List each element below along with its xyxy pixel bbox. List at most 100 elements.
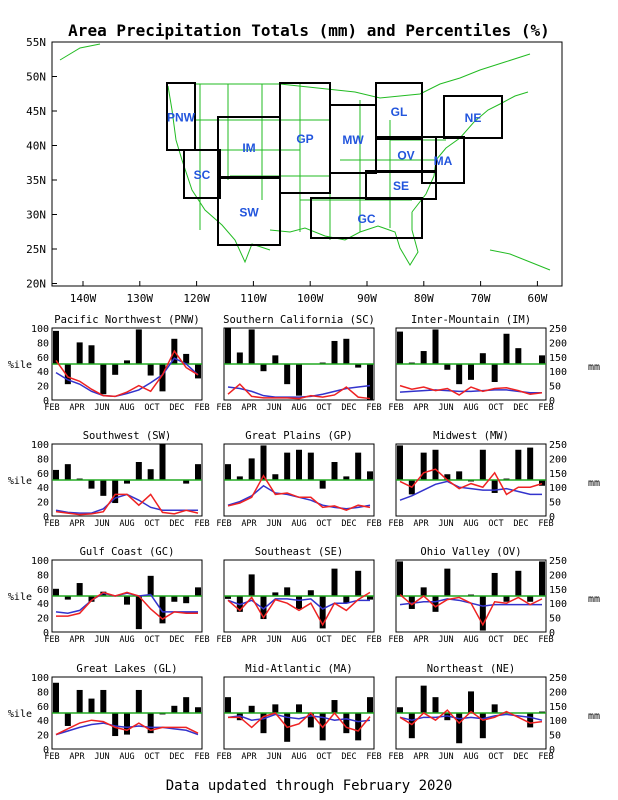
bar: [236, 352, 243, 364]
panel-title: Northeast (NE): [427, 663, 516, 675]
panel-5: Midwest (MW) 0 50 100 150 200 250 mm FEB APR JUN AU…: [388, 430, 600, 529]
right-axis-label: mm: [588, 594, 600, 605]
bar: [112, 364, 119, 375]
x-tick-label: APR: [413, 635, 429, 645]
percentile-line: [399, 713, 543, 721]
bar: [284, 587, 291, 596]
x-tick-label: FEB: [216, 519, 231, 529]
right-tick-label: 200: [549, 570, 567, 581]
lat-tick-label: 25N: [26, 243, 46, 256]
percentile-line: [55, 493, 198, 514]
bar: [272, 474, 279, 480]
bar: [124, 596, 130, 605]
lat-tick-label: 35N: [26, 174, 46, 187]
bar: [147, 575, 154, 596]
bar: [272, 355, 279, 364]
bar: [539, 561, 545, 596]
bar: [479, 353, 486, 364]
region-boxes: [166, 82, 503, 246]
boundary-line: [195, 53, 531, 99]
x-tick-label: FEB: [366, 635, 381, 645]
left-tick-label: 100: [31, 324, 49, 335]
x-tick-label: JUN: [266, 403, 281, 413]
bar: [420, 587, 427, 596]
right-tick-label: 150: [549, 469, 567, 480]
bar: [331, 700, 338, 713]
bar: [147, 364, 154, 376]
lat-tick-label: 50N: [26, 71, 46, 84]
x-tick-label: FEB: [366, 403, 381, 413]
panel-4: Great Plains (GP) FEB APR JUN AUG OCT DEC FEB: [216, 430, 381, 529]
x-tick-label: AUG: [463, 752, 478, 762]
region-box-gc: [310, 197, 423, 239]
bar: [260, 596, 267, 620]
bar: [159, 444, 166, 480]
lon-tick-label: 80W: [414, 292, 434, 305]
left-tick-label: 60: [37, 469, 49, 480]
x-tick-label: APR: [241, 635, 257, 645]
x-tick-label: FEB: [366, 752, 381, 762]
x-tick-label: AUG: [291, 519, 306, 529]
bar: [225, 596, 231, 599]
x-tick-label: OCT: [144, 519, 159, 529]
right-tick-label: 250: [549, 324, 567, 335]
bar: [124, 480, 130, 484]
bar: [527, 713, 534, 728]
bar: [88, 596, 95, 602]
bar: [307, 452, 314, 480]
bar: [76, 583, 83, 596]
percentile-line: [55, 357, 199, 398]
x-tick-label: FEB: [44, 752, 59, 762]
bar: [248, 329, 255, 364]
bar: [343, 596, 350, 604]
bar: [331, 568, 338, 596]
lon-tick-label: 120W: [183, 292, 210, 305]
region-panels: Pacific Northwest (PNW) 0 20 40 60 80 100 %ile F…: [8, 314, 600, 762]
bar: [248, 705, 255, 713]
bar: [183, 480, 190, 484]
bar: [319, 480, 326, 489]
panel-6: Gulf Coast (GC) 0 20 40 60 80 100 %ile FEB APR JUN…: [8, 546, 210, 645]
bar: [397, 561, 403, 596]
region-label-mw: MW: [342, 133, 364, 147]
right-tick-label: 0: [549, 745, 555, 756]
x-tick-label: OCT: [488, 752, 503, 762]
x-tick-label: OCT: [144, 635, 159, 645]
lat-tick-label: 40N: [26, 140, 46, 153]
x-tick-label: JUN: [94, 752, 109, 762]
x-tick-label: FEB: [388, 635, 403, 645]
percentile-line: [399, 480, 542, 501]
bar: [159, 596, 166, 624]
panel-11: Northeast (NE) 0 50 100 150 200 250 mm FEB APR JUN…: [388, 663, 600, 762]
bar: [343, 338, 350, 364]
total-line: [55, 493, 199, 516]
bar: [432, 596, 439, 612]
right-tick-label: 100: [549, 599, 567, 610]
bar: [53, 588, 59, 596]
left-tick-label: 60: [37, 353, 49, 364]
x-tick-label: DEC: [513, 635, 528, 645]
x-tick-label: APR: [69, 752, 85, 762]
x-tick-label: OCT: [316, 635, 331, 645]
left-tick-label: 80: [37, 338, 49, 349]
bar: [183, 596, 190, 604]
x-tick-label: DEC: [169, 519, 184, 529]
bar: [343, 713, 350, 734]
right-tick-label: 50: [549, 498, 561, 509]
bar: [307, 590, 314, 596]
right-tick-label: 50: [549, 614, 561, 625]
x-tick-label: AUG: [119, 403, 134, 413]
left-axis-label: %ile: [8, 592, 32, 603]
bar: [355, 713, 362, 741]
bar: [432, 449, 439, 480]
bar: [456, 364, 463, 385]
left-tick-label: 0: [43, 512, 49, 523]
left-axis-label: %ile: [8, 476, 32, 487]
panel-3: Southwest (SW) 0 20 40 60 80 100 %ile FEB APR JUN A…: [8, 430, 210, 529]
panel-title: Southeast (SE): [255, 546, 344, 558]
left-axis-label: %ile: [8, 709, 32, 720]
left-tick-label: 40: [37, 716, 49, 727]
right-tick-label: 0: [549, 512, 555, 523]
x-tick-label: JUN: [438, 752, 453, 762]
